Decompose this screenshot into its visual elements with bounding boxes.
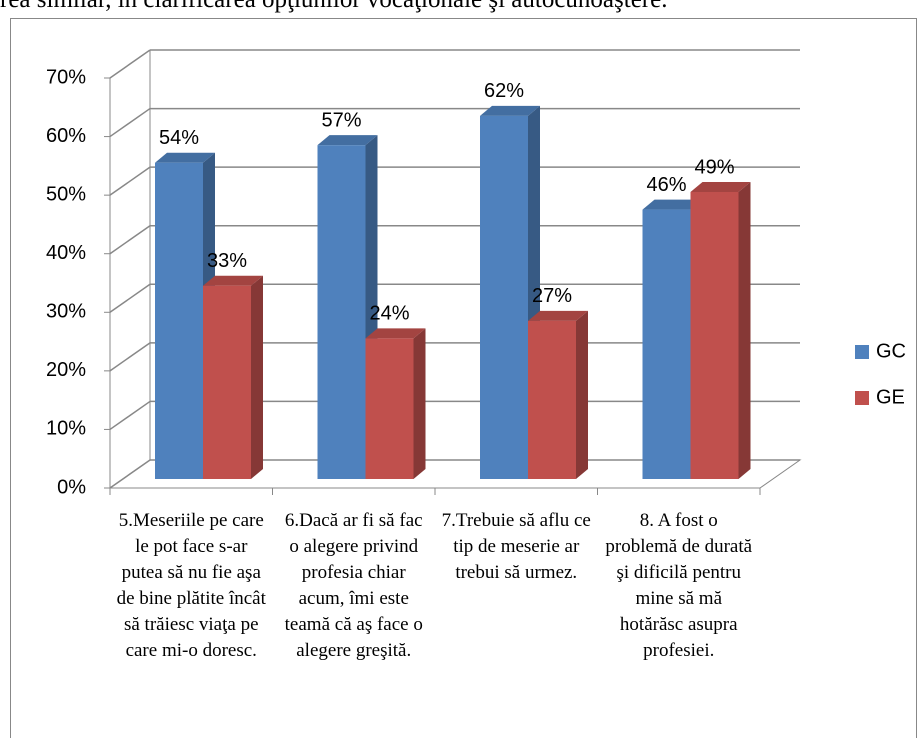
bar-top [528,310,588,321]
grid-line-side [109,400,151,431]
bar [155,162,203,479]
bar [480,115,528,479]
y-tick-label: 30% [46,301,86,323]
bar-top [317,135,378,146]
bar [528,320,576,479]
bar-side [413,328,426,479]
bar-top [642,199,703,210]
bar-side [576,310,588,479]
grid-line-side [109,283,151,313]
grid-line-side [109,225,151,255]
grid-line-side [109,459,151,489]
y-tick-label: 10% [46,418,86,440]
bar-top [365,328,426,339]
value-label: 27% [532,285,572,307]
bar-top [203,275,263,286]
x-tick-label: 7.Trebuie să aflu ce tip de meserie ar t… [441,510,591,583]
bar [317,145,366,479]
x-tick-label: 5.Meseriile pe care le pot face s-ar put… [116,510,266,661]
y-tick-label: 60% [46,125,86,147]
bar-top [690,182,751,192]
bar [642,209,691,480]
value-label: 57% [321,109,361,131]
grid-line-side [109,342,151,372]
bar-side [738,182,751,479]
chart-frame [10,18,917,738]
value-label: 24% [369,303,409,325]
bar-top [480,105,540,116]
legend-swatch [855,391,869,405]
y-tick-label: 0% [57,476,86,498]
value-label: 62% [484,80,524,102]
grid-line-side [109,49,151,79]
legend-label: GC [876,340,906,362]
bar [203,285,251,479]
bar [365,338,414,479]
bar-top [155,152,215,163]
grid-line-side [109,107,151,138]
value-label: 46% [646,174,686,196]
legend-swatch [855,345,869,359]
bar [690,192,739,479]
value-label: 54% [159,127,199,149]
y-tick-label: 50% [46,183,86,205]
y-tick-label: 70% [46,66,86,88]
y-tick-label: 20% [46,359,86,381]
value-label: 33% [207,250,247,272]
legend-label: GE [876,386,905,408]
x-tick-label: 8. A fost o problemă de durată şi difici… [605,510,753,661]
caption: rea similar, în clarificarea opţiunilor … [0,0,667,14]
x-tick-label: 6.Dacă ar fi să fac o alegere privind pr… [284,510,423,661]
grid-line-side [109,166,151,196]
value-label: 49% [694,156,734,178]
bar-side [251,275,263,479]
y-tick-label: 40% [46,242,86,264]
